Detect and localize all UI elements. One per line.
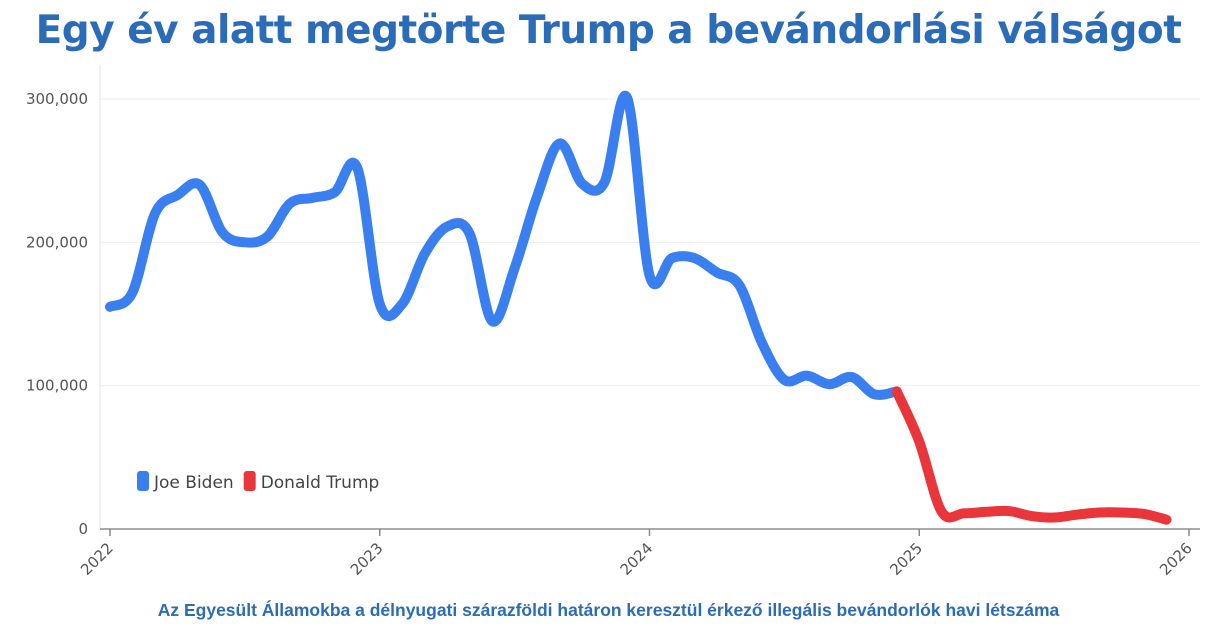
y-tick-label: 300,000 bbox=[26, 90, 88, 108]
x-tick-label: 2026 bbox=[1156, 539, 1196, 579]
legend-swatch bbox=[137, 471, 149, 491]
x-tick-label: 2023 bbox=[347, 539, 387, 579]
x-tick-label: 2024 bbox=[617, 539, 657, 579]
chart-title: Egy év alatt megtörte Trump a bevándorlá… bbox=[35, 8, 1182, 53]
x-tick-label: 2025 bbox=[886, 539, 926, 579]
y-tick-label: 0 bbox=[78, 520, 88, 538]
y-tick-label: 100,000 bbox=[26, 377, 88, 395]
series-line-joe-biden bbox=[105, 90, 902, 400]
x-tick-label: 2022 bbox=[77, 539, 117, 579]
chart-caption: Az Egyesült Államokba a délnyugati szára… bbox=[157, 600, 1060, 620]
y-tick-label: 200,000 bbox=[26, 233, 88, 251]
legend-label: Joe Biden bbox=[153, 473, 234, 493]
legend-swatch bbox=[243, 471, 256, 491]
legend-label: Donald Trump bbox=[261, 473, 380, 493]
series-line-donald-trump bbox=[891, 386, 1172, 525]
